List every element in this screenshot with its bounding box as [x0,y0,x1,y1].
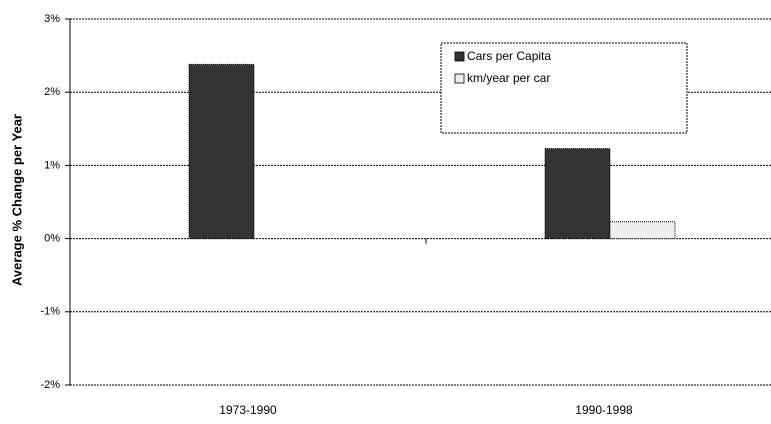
legend-swatch [454,73,465,84]
legend-label: km/year per car [467,71,550,85]
bar [609,221,676,240]
bar [188,63,255,240]
x-tick-label: 1973-1990 [219,403,277,417]
y-tick-label: 3% [44,13,60,25]
y-tick-label: 2% [44,86,60,98]
legend-label: Cars per Capita [467,49,551,63]
y-tick-label: -1% [40,306,60,318]
y-tick-label: -2% [40,379,60,391]
bar [544,148,611,240]
y-tick-label: 1% [44,159,60,171]
y-tick-label: 0% [44,233,60,245]
y-axis-label: Average % Change per Year [9,114,24,286]
legend-box [440,42,688,134]
x-tick-label: 1990-1998 [575,403,633,417]
legend-swatch [454,51,465,62]
